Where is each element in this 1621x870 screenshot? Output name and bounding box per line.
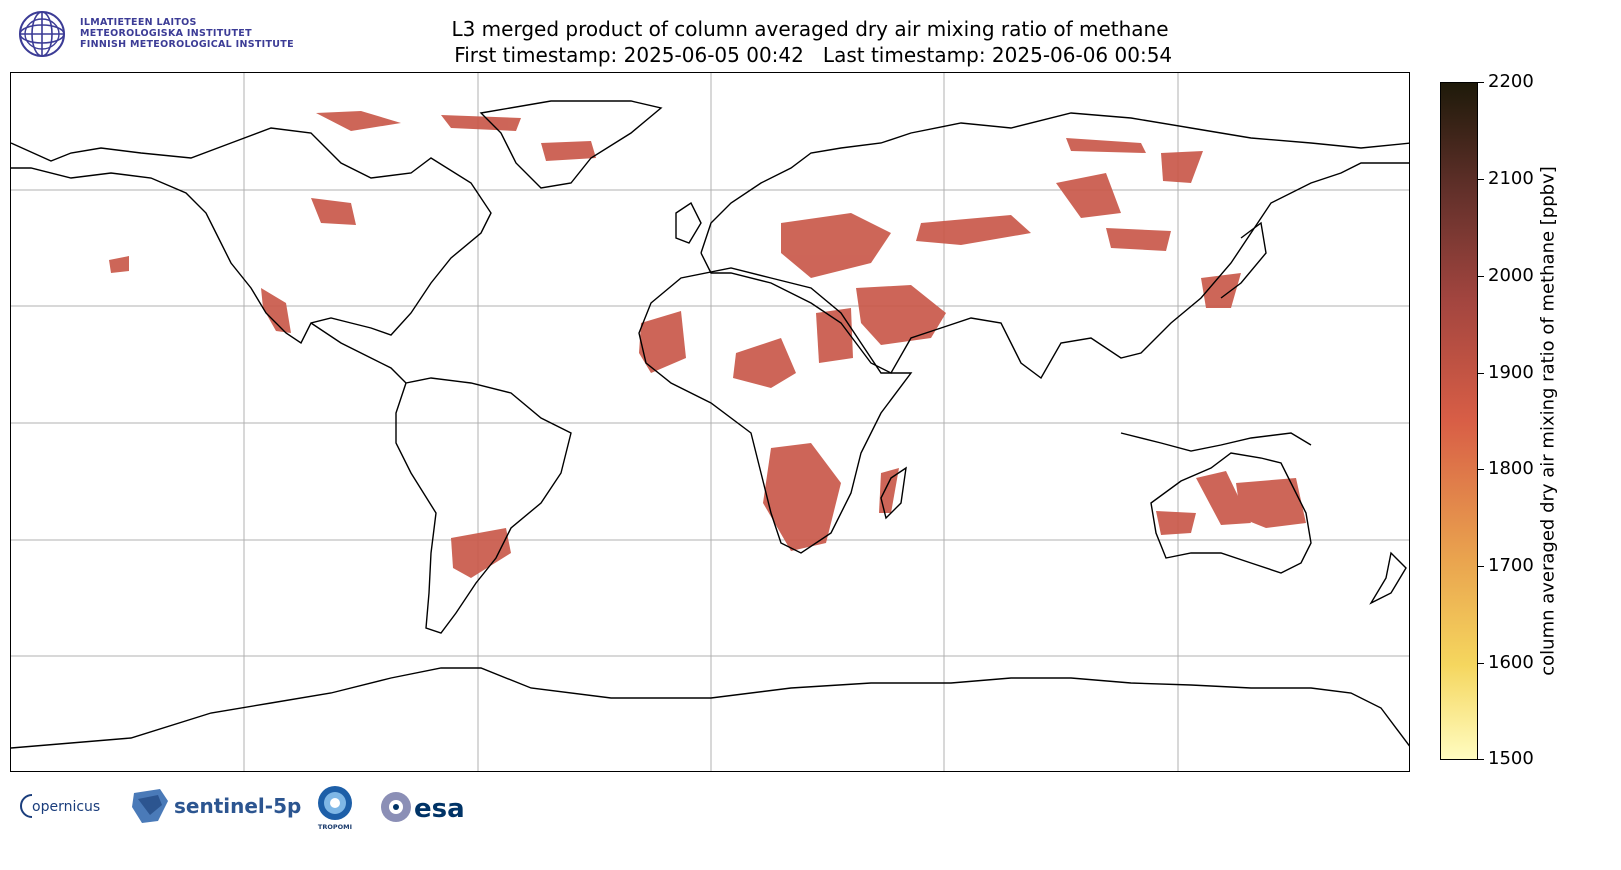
coastline-eurasia-south <box>700 162 1409 380</box>
tropomi-logo: TROPOMI <box>314 785 358 835</box>
esa-icon: esa <box>381 792 465 824</box>
coastline-south-america <box>395 377 572 634</box>
colorbar-tick <box>1478 566 1484 567</box>
data-patch-arctic-canada <box>316 111 401 131</box>
data-patch-japan <box>1201 273 1241 308</box>
colorbar-tick-label: 2100 <box>1488 168 1534 189</box>
data-patch-pacific <box>109 256 129 273</box>
data-patch-sahel <box>733 338 796 388</box>
colorbar-tick <box>1478 759 1484 760</box>
colorbar-tick <box>1478 469 1484 470</box>
data-patch-west-africa <box>639 311 686 373</box>
data-patch-siberia <box>1056 173 1121 218</box>
data-patch-mexico <box>261 288 291 333</box>
colorbar-tick <box>1478 276 1484 277</box>
colorbar-tick-label: 2000 <box>1488 265 1534 286</box>
fmi-name-line: METEOROLOGISKA INSTITUTET <box>80 28 252 39</box>
colorbar-tick <box>1478 663 1484 664</box>
title-line-1: L3 merged product of column averaged dry… <box>451 17 1169 41</box>
colorbar-tick-label: 1800 <box>1488 458 1534 479</box>
data-patch-southwest-australia <box>1156 511 1196 535</box>
colorbar-tick <box>1478 82 1484 83</box>
data-patch-greenland <box>541 141 596 161</box>
coastline-antarctica <box>11 667 1409 749</box>
coastline-new-zealand <box>1369 551 1407 605</box>
coastline-madagascar <box>880 466 907 520</box>
sentinel-text: sentinel-5p <box>174 794 301 818</box>
data-patch-egypt <box>816 308 853 363</box>
methane-data <box>109 111 1306 578</box>
fmi-name-line: ILMATIETEEN LAITOS <box>80 17 197 28</box>
coastline-north-america <box>11 127 492 345</box>
colorbar-tick-label: 1900 <box>1488 362 1534 383</box>
gridlines <box>11 73 1409 771</box>
logo-strip: opernicus sentinel-5p TROPOMI esa <box>18 785 498 831</box>
tropomi-icon: TROPOMI <box>318 786 352 831</box>
copernicus-icon: opernicus <box>20 794 100 818</box>
title-line-2: First timestamp: 2025-06-05 00:42 Last t… <box>447 43 1173 67</box>
colorbar-tick <box>1478 179 1484 180</box>
coastline-africa <box>638 267 913 554</box>
data-patch-west-australia <box>1196 471 1251 525</box>
coastline-uk <box>675 201 702 244</box>
esa-logo: esa <box>378 789 478 829</box>
map-svg <box>11 73 1409 771</box>
colorbar-tick-label: 1700 <box>1488 555 1534 576</box>
world-map <box>10 72 1410 772</box>
colorbar-label: column averaged dry air mixing ratio of … <box>1537 166 1559 676</box>
data-patch-mongolia <box>1106 228 1171 251</box>
sentinel-icon: sentinel-5p <box>132 789 301 823</box>
data-patch-argentina <box>451 528 511 578</box>
data-patch-north-russia <box>1066 138 1146 153</box>
fmi-globe-icon <box>19 11 65 57</box>
plot-title: L3 merged product of column averaged dry… <box>300 16 1320 68</box>
data-patch-southern-africa <box>763 443 841 551</box>
esa-text: esa <box>414 794 465 824</box>
copernicus-logo: opernicus <box>18 789 128 827</box>
data-patch-east-siberia <box>1161 151 1203 183</box>
sentinel-logo: sentinel-5p <box>130 785 305 831</box>
coastline-greenland <box>479 100 663 189</box>
fmi-name: ILMATIETEEN LAITOS METEOROLOGISKA INSTIT… <box>80 17 294 50</box>
coastline-japan <box>1220 221 1267 299</box>
data-patch-turkey-iran <box>781 213 891 278</box>
colorbar-tick-label: 1500 <box>1488 748 1534 769</box>
data-patch-arabia <box>856 285 946 345</box>
colorbar-tick-label: 2200 <box>1488 71 1534 92</box>
data-patch-east-australia <box>1236 478 1306 528</box>
data-patch-central-asia <box>916 215 1031 245</box>
fmi-name-line: FINNISH METEOROLOGICAL INSTITUTE <box>80 39 294 50</box>
coastline-indonesia <box>1120 432 1312 452</box>
tropomi-text: TROPOMI <box>318 823 352 831</box>
colorbar <box>1440 82 1478 760</box>
coastline-australia <box>1150 452 1312 574</box>
data-patch-madagascar <box>879 468 899 513</box>
data-patch-greenland-north <box>441 115 521 131</box>
data-patch-canada <box>311 198 356 225</box>
coastline-eurasia-north <box>700 112 1409 254</box>
coastlines <box>11 100 1409 749</box>
colorbar-tick <box>1478 373 1484 374</box>
fmi-logo <box>18 10 298 62</box>
coastline-central-america <box>310 322 407 384</box>
colorbar-tick-label: 1600 <box>1488 652 1534 673</box>
copernicus-text: opernicus <box>32 799 100 815</box>
